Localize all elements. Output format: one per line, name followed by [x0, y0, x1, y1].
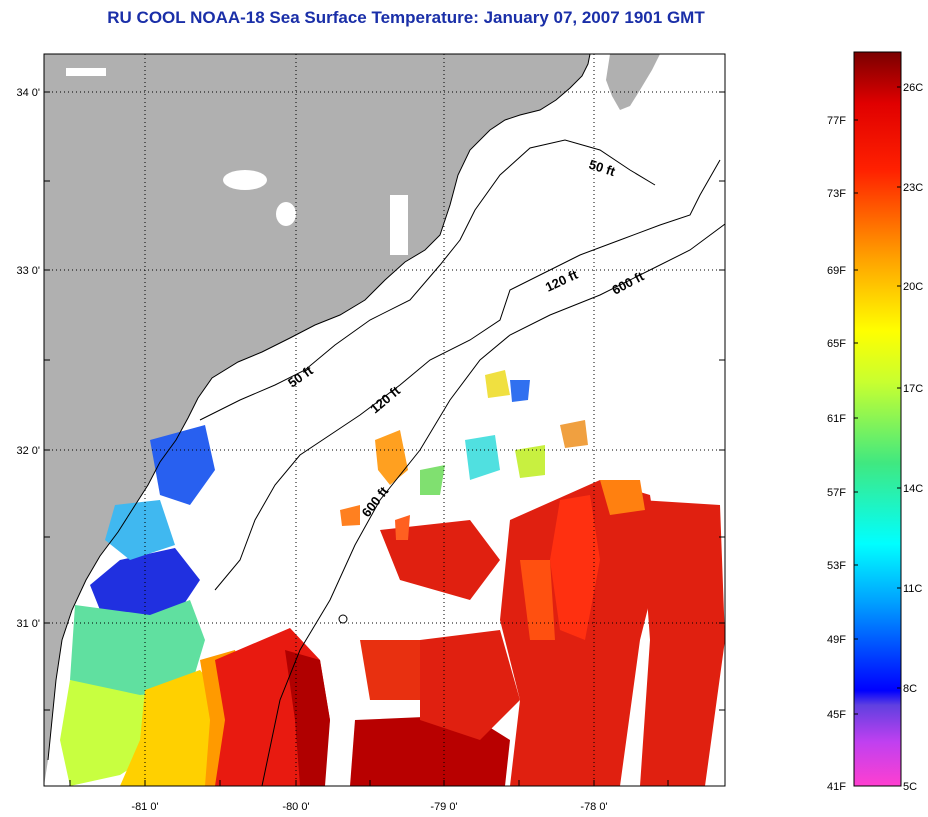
map-title: RU COOL NOAA-18 Sea Surface Temperature:… — [107, 8, 705, 27]
colorbar-label-f: 69F — [827, 265, 846, 277]
colorbar-label-c: 20C — [903, 281, 923, 293]
colorbar-label-f: 61F — [827, 413, 846, 425]
map-frame — [43, 53, 726, 787]
colorbar-label-f: 41F — [827, 781, 846, 793]
contour-600ft — [261, 223, 725, 786]
land-mass — [44, 54, 590, 786]
coastline — [47, 54, 591, 761]
colorbar-label-f: 57F — [827, 487, 846, 499]
graticule — [44, 54, 725, 786]
colorbar-label-f: 77F — [827, 115, 846, 127]
colorbar-label-c: 23C — [903, 182, 923, 194]
y-tick-label: 34 0' — [16, 87, 40, 99]
x-tick-label: -81 0' — [131, 801, 158, 813]
colorbar-label-c: 8C — [903, 683, 917, 695]
colorbar-label-f: 49F — [827, 634, 846, 646]
contour-120ft — [214, 159, 721, 591]
y-tick-label: 31 0' — [16, 618, 40, 630]
sst-data-layer — [60, 370, 725, 786]
buoy-marker — [338, 614, 348, 624]
colorbar-label-c: 14C — [903, 483, 923, 495]
colorbar-label-f: 45F — [827, 709, 846, 721]
inland-water — [390, 195, 408, 255]
x-tick-label: -79 0' — [430, 801, 457, 813]
colorbar-label-f: 73F — [827, 188, 846, 200]
colorbar — [853, 51, 902, 787]
x-tick-label: -78 0' — [580, 801, 607, 813]
colorbar-label-c: 17C — [903, 383, 923, 395]
inland-lake — [223, 170, 267, 190]
colorbar-ticks — [854, 86, 901, 715]
y-tick-label: 32 0' — [16, 445, 40, 457]
y-tick-label: 33 0' — [16, 265, 40, 277]
colorbar-label-f: 65F — [827, 338, 846, 350]
colorbar-label-c: 11C — [903, 583, 922, 595]
land-outer-banks — [606, 54, 660, 110]
x-tick-label: -80 0' — [282, 801, 309, 813]
contour-50ft — [199, 139, 656, 421]
colorbar-label-c: 26C — [903, 82, 923, 94]
colorbar-label-c: 5C — [903, 781, 917, 793]
inland-lake — [66, 68, 106, 76]
tick-marks — [44, 91, 725, 786]
colorbar-label-f: 53F — [827, 560, 846, 572]
inland-lake — [276, 202, 296, 226]
